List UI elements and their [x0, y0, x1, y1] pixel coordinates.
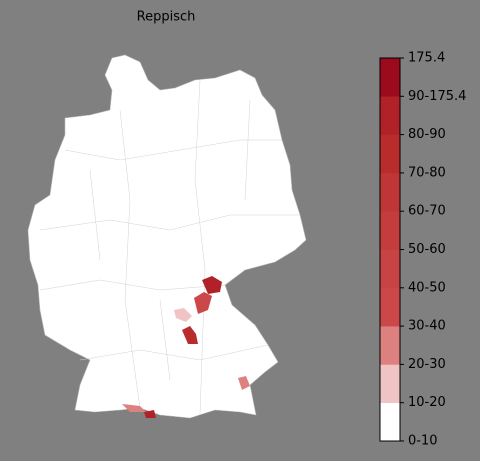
colorbar-segment — [380, 402, 400, 442]
region-highlight — [144, 410, 156, 418]
colorbar-segment — [380, 134, 400, 174]
colorbar-label: 0-10 — [408, 434, 438, 449]
colorbar-label: 50-60 — [408, 242, 446, 257]
colorbar-label: 30-40 — [408, 319, 446, 334]
region-highlight — [174, 308, 192, 322]
colorbar-segment — [380, 287, 400, 327]
region-highlight — [202, 276, 222, 294]
colorbar: 0-10 10-20 20-30 30-40 40-50 50-60 60-70 70-80 8… — [379, 51, 466, 449]
colorbar-label: 60-70 — [408, 204, 446, 219]
colorbar-segment — [380, 326, 400, 365]
colorbar-segment — [380, 172, 400, 212]
region-highlight — [182, 326, 198, 344]
colorbar-label: 80-90 — [408, 127, 446, 142]
colorbar-segment — [380, 96, 400, 135]
map-title: Reppisch — [137, 10, 196, 25]
colorbar-label: 90-175.4 — [408, 89, 466, 104]
region-borders — [39, 79, 300, 416]
colorbar-segment — [380, 58, 400, 97]
colorbar-segment — [380, 249, 400, 289]
colorbar-segment — [380, 364, 400, 403]
region-highlight — [238, 376, 250, 390]
region-highlight — [122, 404, 146, 412]
colorbar-label: 40-50 — [408, 280, 446, 295]
colorbar-segment — [380, 211, 400, 250]
colorbar-label: 175.4 — [408, 51, 445, 66]
country-outline — [27, 54, 307, 419]
region-highlight — [194, 292, 212, 314]
colorbar-label: 70-80 — [408, 165, 446, 180]
colorbar-label: 20-30 — [408, 357, 446, 372]
colorbar-label: 10-20 — [408, 395, 446, 410]
germany-map — [27, 54, 307, 419]
